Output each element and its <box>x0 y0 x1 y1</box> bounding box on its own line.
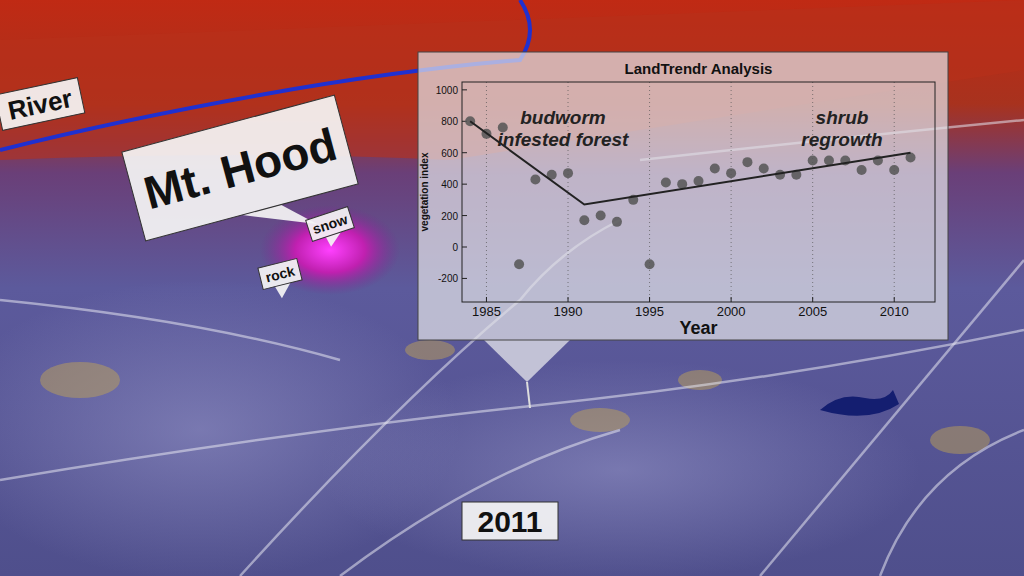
x-axis-title: Year <box>679 318 717 338</box>
scene: River Mt. Hoodsnow rock 2011 LandTrendr Anal… <box>0 0 1024 576</box>
year-box <box>462 502 558 540</box>
point <box>889 165 899 175</box>
map <box>0 0 1024 576</box>
x-tick-label: 1985 <box>472 304 501 319</box>
point <box>530 174 540 184</box>
lake <box>820 390 899 416</box>
tick <box>731 297 732 302</box>
point <box>579 215 589 225</box>
point <box>661 178 671 188</box>
map-label-text: River <box>5 83 75 126</box>
map-label: Mt. Hood <box>122 95 366 268</box>
ridges <box>320 360 920 576</box>
road <box>880 430 1024 576</box>
vegetation-patch <box>405 340 455 360</box>
label-box <box>306 207 355 242</box>
point <box>612 217 622 227</box>
map-label-text: Mt. Hood <box>138 118 341 219</box>
grid-line <box>894 82 895 302</box>
tick <box>462 215 467 216</box>
point <box>645 259 655 269</box>
tick <box>568 297 569 302</box>
point <box>808 156 818 166</box>
road <box>0 300 340 360</box>
point <box>824 156 834 166</box>
data <box>465 116 915 269</box>
y-axis-title: vegetation index <box>419 152 430 231</box>
tick <box>462 278 467 279</box>
annotation: regrowth <box>801 129 882 150</box>
point <box>726 168 736 178</box>
tick <box>486 297 487 302</box>
x-tick-label: 1995 <box>635 304 664 319</box>
x-tick-label: 1990 <box>554 304 583 319</box>
road <box>0 330 1024 480</box>
label-box <box>122 95 358 241</box>
label-box <box>0 78 85 131</box>
road <box>760 260 1024 576</box>
y-tick-label: 800 <box>441 116 458 127</box>
point <box>710 163 720 173</box>
vegetation-patch <box>40 362 120 398</box>
year-label: 2011 <box>477 505 542 538</box>
annotation: shrub <box>816 107 869 128</box>
y-tick-label: 200 <box>441 211 458 222</box>
plot-frame <box>462 82 935 302</box>
annotation: infested forest <box>498 129 630 150</box>
y-tick-label: -200 <box>438 273 458 284</box>
grid-line <box>486 82 487 302</box>
label-box <box>258 258 302 289</box>
point <box>694 176 704 186</box>
x-tick-label: 2000 <box>717 304 746 319</box>
grid-line <box>731 82 732 302</box>
tick <box>462 184 467 185</box>
grid-line <box>812 82 813 302</box>
tick <box>462 152 467 153</box>
point <box>742 157 752 167</box>
vegetation-patch <box>570 408 630 432</box>
map-label: snow <box>306 207 358 252</box>
trend-line <box>470 121 910 204</box>
tick <box>894 297 895 302</box>
tick <box>812 297 813 302</box>
annotation: budworm <box>520 107 606 128</box>
chart-panel: LandTrendr Analysis198519901995200020052… <box>418 52 948 408</box>
panel <box>418 52 948 340</box>
x-tick-label: 2005 <box>798 304 827 319</box>
map-label-text: snow <box>311 211 350 237</box>
tick <box>462 247 467 248</box>
point <box>596 211 606 221</box>
map-label: rock <box>258 258 305 302</box>
map-label-text: rock <box>264 263 297 286</box>
point <box>514 259 524 269</box>
tick <box>649 297 650 302</box>
y-tick-label: 600 <box>441 148 458 159</box>
point <box>759 163 769 173</box>
y-tick-label: 400 <box>441 179 458 190</box>
chart-title: LandTrendr Analysis <box>625 60 773 77</box>
x-tick-label: 2010 <box>880 304 909 319</box>
point <box>563 168 573 178</box>
tick <box>462 89 467 90</box>
map-label: River <box>0 78 85 131</box>
road <box>340 430 620 576</box>
panel-pointer <box>484 340 570 382</box>
y-tick-label: 0 <box>452 242 458 253</box>
panel-pointer-line <box>527 382 530 408</box>
y-tick-label: 1000 <box>436 85 459 96</box>
point <box>857 165 867 175</box>
